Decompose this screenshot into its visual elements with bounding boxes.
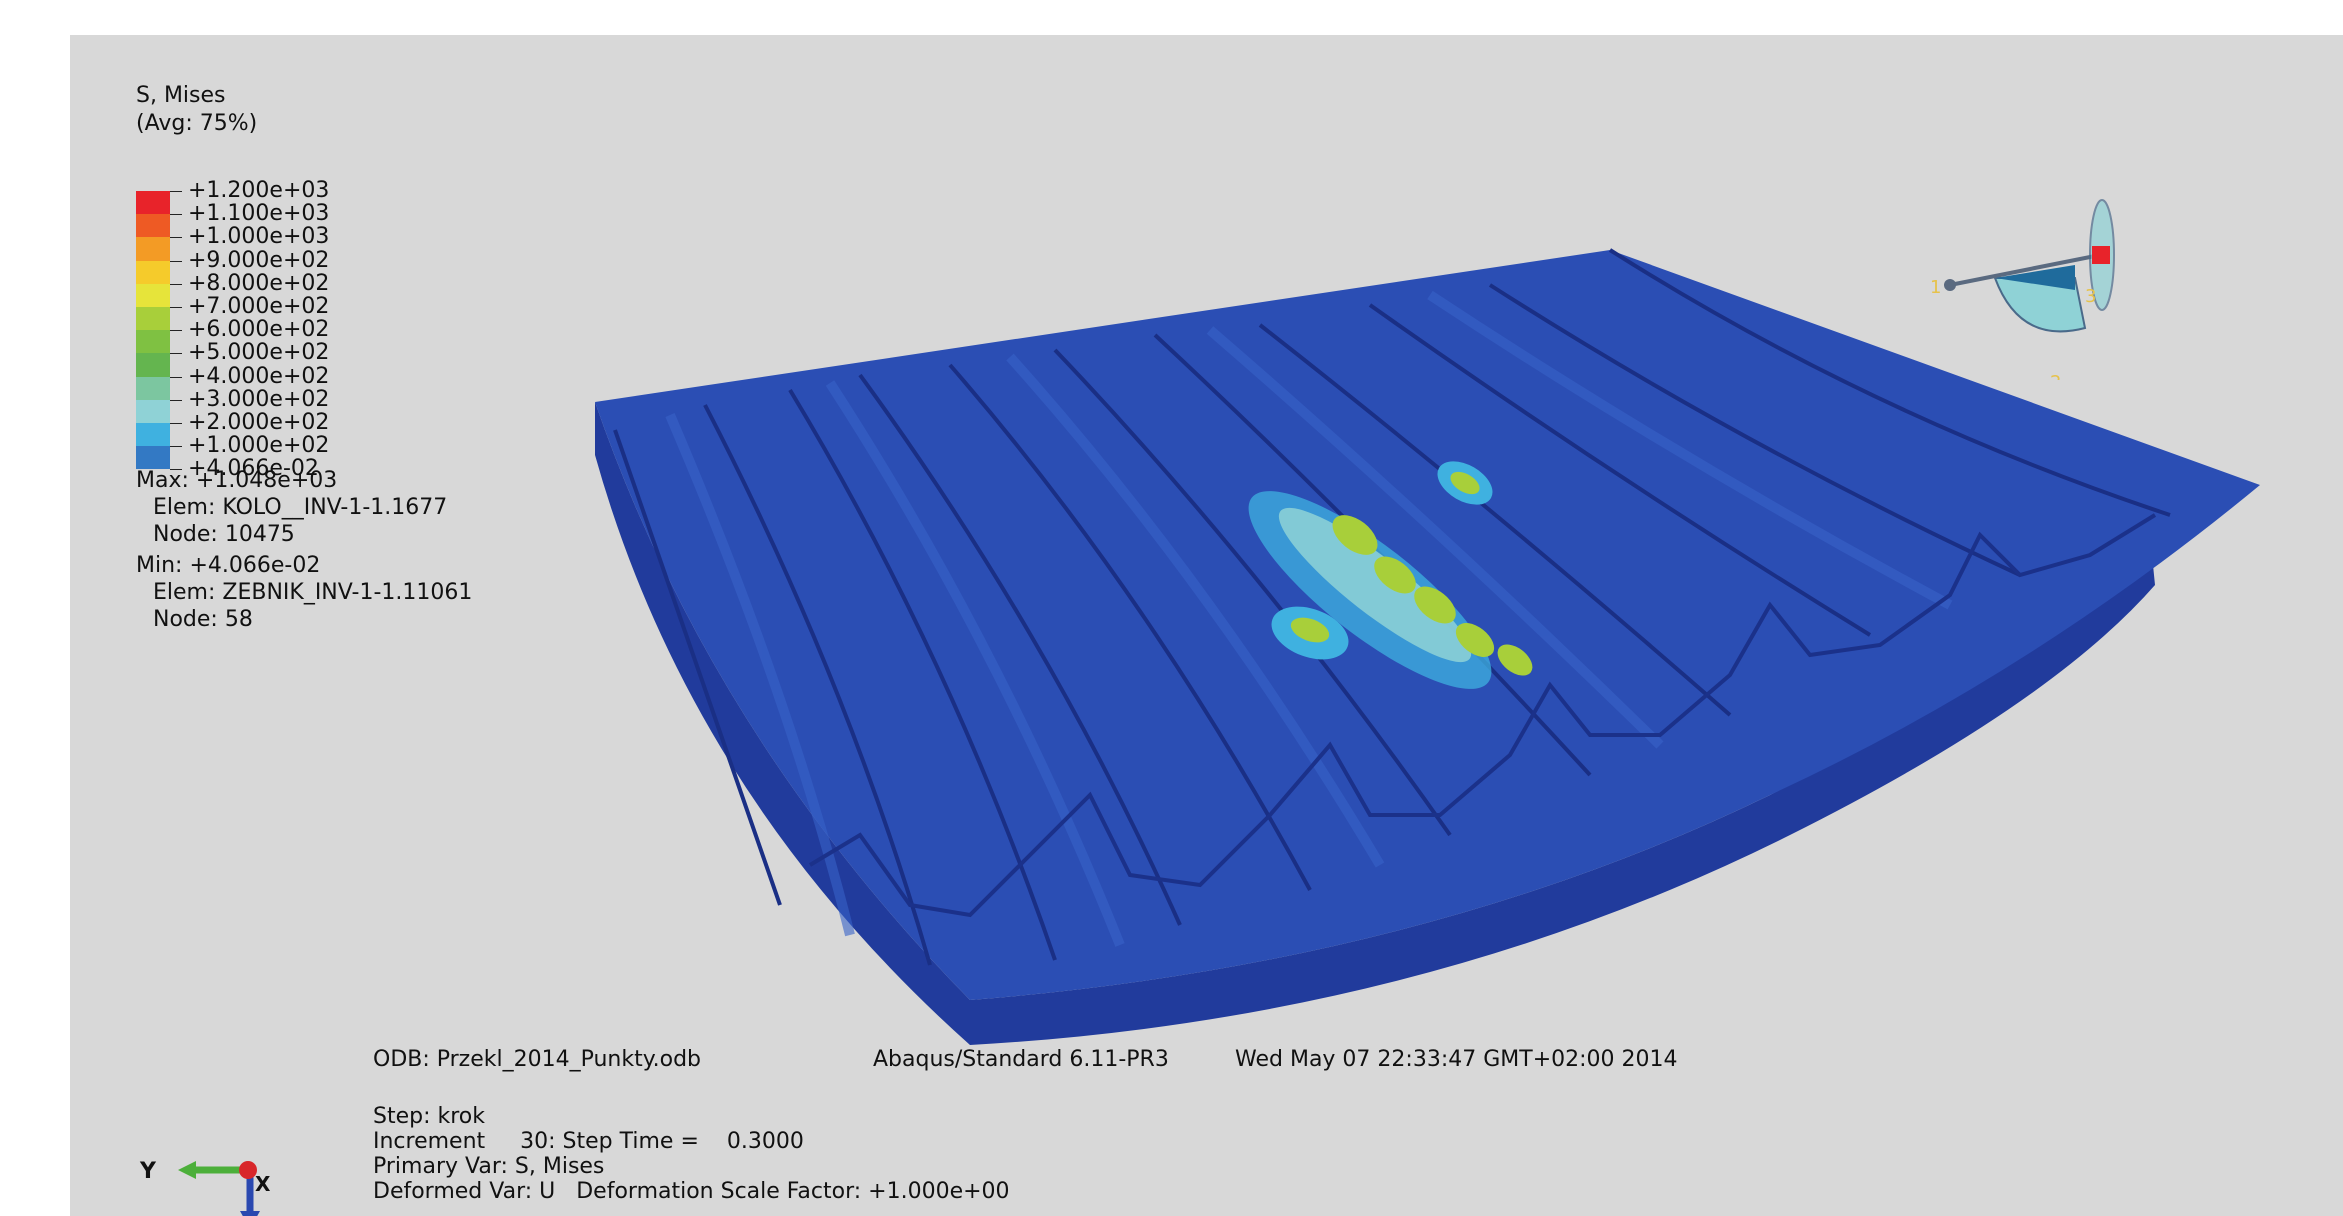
legend-color-band bbox=[136, 214, 170, 238]
legend-level-label: +2.000e+02 bbox=[188, 410, 330, 435]
legend-color-band bbox=[136, 399, 170, 423]
legend-level-label: +6.000e+02 bbox=[188, 317, 330, 343]
legend-level-label: +4.066e-02 bbox=[188, 456, 319, 482]
legend-tick bbox=[170, 423, 182, 424]
view-triad[interactable]: 1 2 3 bbox=[1910, 190, 2130, 380]
global-axis-triad: Y X bbox=[139, 1159, 271, 1216]
legend-tick bbox=[170, 237, 182, 239]
step-name: Step: krok bbox=[373, 1104, 485, 1129]
z-axis-arrowhead bbox=[240, 1211, 260, 1216]
legend-tick bbox=[170, 307, 182, 308]
primary-variable: Primary Var: S, Mises bbox=[373, 1154, 605, 1179]
legend-level-label: +3.000e+02 bbox=[188, 386, 330, 412]
legend-level-label: +8.000e+02 bbox=[188, 270, 330, 296]
triad-disc bbox=[1993, 277, 2087, 333]
legend-tick bbox=[170, 376, 182, 378]
model-tooth-profile bbox=[808, 513, 2157, 918]
min-node: Node: 58 bbox=[153, 607, 253, 632]
legend-color-band bbox=[136, 446, 170, 470]
legend-subtitle: (Avg: 75%) bbox=[136, 111, 258, 136]
legend-tick bbox=[170, 260, 182, 262]
legend-color-band bbox=[136, 376, 170, 400]
min-value: Min: +4.066e-02 bbox=[136, 553, 321, 578]
legend-color-band bbox=[136, 330, 170, 354]
triad-axis bbox=[1949, 253, 2101, 287]
min-element: Elem: ZEBNIK_INV-1-1.11061 bbox=[153, 580, 473, 605]
run-date: Wed May 07 22:33:47 GMT+02:00 2014 bbox=[1235, 1047, 1678, 1072]
y-axis-arrowhead bbox=[178, 1161, 196, 1179]
solver-version: Abaqus/Standard 6.11-PR3 bbox=[873, 1047, 1169, 1072]
triad-plane bbox=[1995, 265, 2075, 290]
legend-level-label: +1.200e+03 bbox=[188, 178, 330, 203]
x-axis-label: X bbox=[255, 1172, 271, 1196]
legend-color-band bbox=[136, 307, 170, 331]
increment-info: Increment 30: Step Time = 0.3000 bbox=[373, 1129, 804, 1154]
legend-level-label: +9.000e+02 bbox=[188, 247, 330, 273]
legend-level-label: +4.000e+02 bbox=[188, 363, 330, 389]
legend-level-label: +7.000e+02 bbox=[188, 294, 330, 319]
stress-hotspots bbox=[1248, 461, 1533, 689]
legend-color-band bbox=[136, 191, 170, 215]
legend-color-band bbox=[136, 237, 170, 261]
legend-color-band bbox=[136, 423, 170, 447]
legend-tick bbox=[170, 191, 182, 192]
gear-rack-model[interactable] bbox=[70, 35, 2343, 1216]
triad-marker bbox=[2092, 246, 2110, 264]
legend-color-band bbox=[136, 353, 170, 377]
legend-tick bbox=[170, 446, 182, 448]
max-node: Node: 10475 bbox=[153, 522, 295, 547]
legend-tick bbox=[170, 330, 182, 332]
triad-label-2: 2 bbox=[2050, 372, 2061, 380]
triad-label-3: 3 bbox=[2085, 286, 2096, 307]
legend-level-label: +5.000e+02 bbox=[188, 340, 330, 366]
legend-tick bbox=[170, 353, 182, 355]
deformed-variable: Deformed Var: U Deformation Scale Factor… bbox=[373, 1179, 1010, 1204]
legend-tick bbox=[170, 399, 182, 401]
odb-filename: ODB: Przekl_2014_Punkty.odb bbox=[373, 1047, 702, 1072]
legend-level-label: +1.100e+03 bbox=[188, 201, 330, 227]
legend-color-band bbox=[136, 260, 170, 284]
legend-title: S, Mises bbox=[136, 83, 226, 108]
legend-tick bbox=[170, 469, 182, 471]
legend-tick bbox=[170, 214, 182, 216]
legend-level-label: +1.000e+02 bbox=[188, 433, 330, 459]
legend-tick bbox=[170, 283, 182, 285]
y-axis-label: Y bbox=[139, 1159, 157, 1184]
x-axis-dot bbox=[239, 1161, 257, 1179]
legend-color-band bbox=[136, 283, 170, 307]
legend-level-label: +1.000e+03 bbox=[188, 224, 330, 250]
max-element: Elem: KOLO__INV-1-1.1677 bbox=[153, 495, 448, 520]
triad-label-1: 1 bbox=[1930, 277, 1941, 298]
max-value: Max: +1.048e+03 bbox=[136, 468, 338, 493]
rack-tooth-highlights bbox=[665, 290, 1953, 947]
model-viewport[interactable]: S, Mises (Avg: 75%) +1.200e+03 +1.100e+03… bbox=[70, 35, 2343, 1216]
triad-axis-origin bbox=[1944, 279, 1956, 291]
